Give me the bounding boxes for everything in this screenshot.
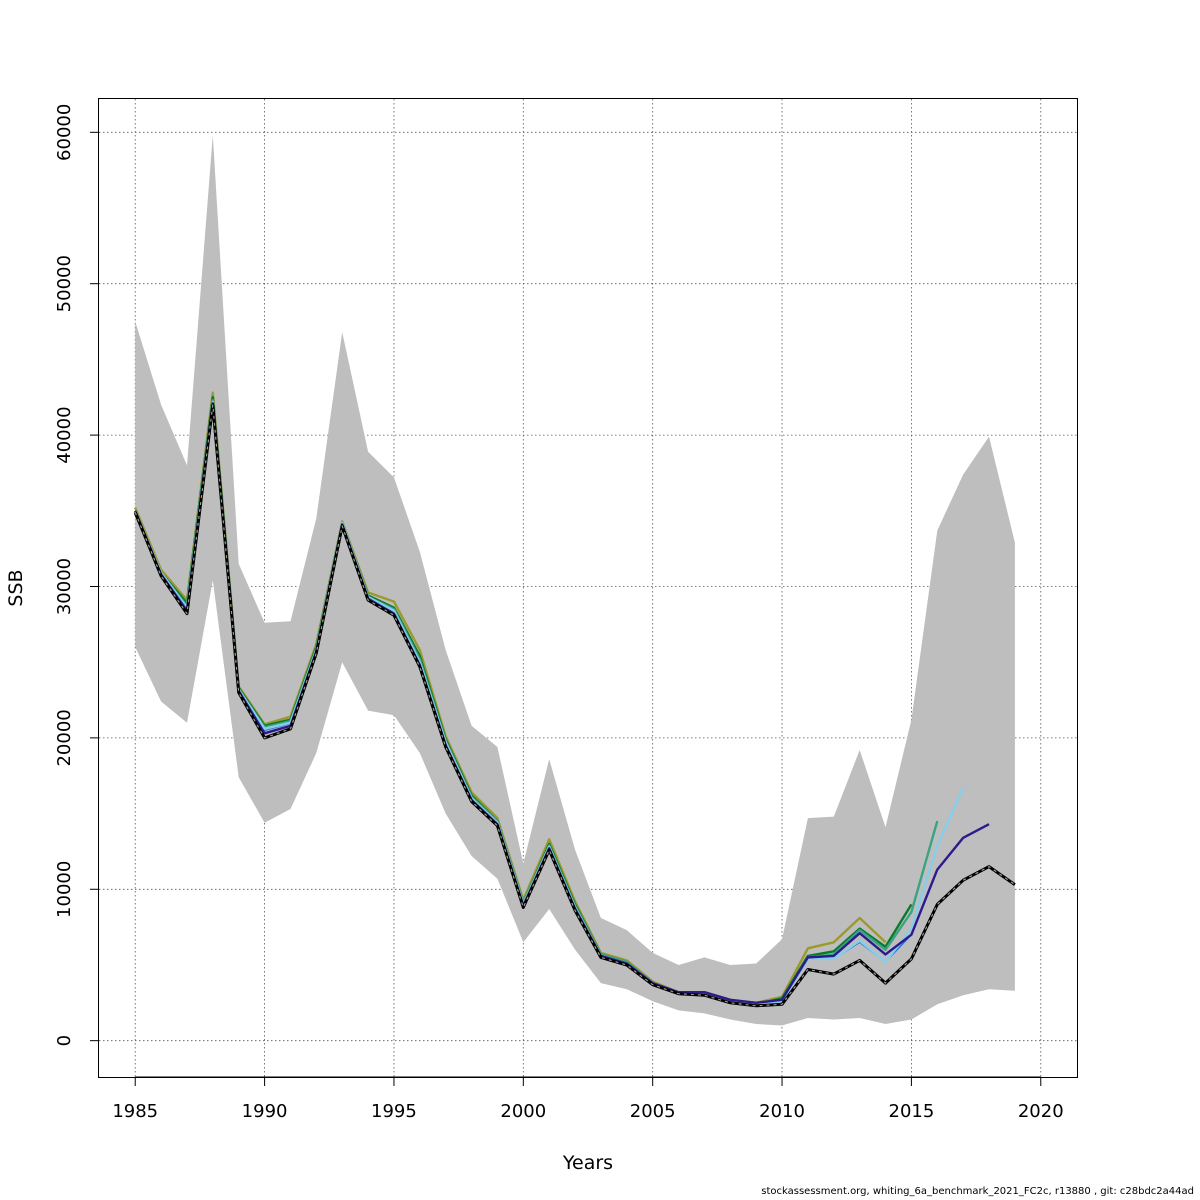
x-tick-label-2020: 2020 [1018,1101,1064,1122]
x-tick-label-2000: 2000 [500,1101,546,1122]
y-tick-label-50000: 50000 [54,255,75,312]
y-tick-label-10000: 10000 [54,861,75,918]
x-tick-label-1985: 1985 [112,1101,158,1122]
x-tick-label-2010: 2010 [759,1101,805,1122]
y-tick-label-20000: 20000 [54,709,75,766]
y-axis: 0 10000 20000 30000 40000 50000 60000 [54,104,99,1046]
source-footer: stockassessment.org, whiting_6a_benchmar… [761,1186,1194,1197]
x-tick-label-2005: 2005 [630,1101,676,1122]
series-line-1 [134,404,1016,1007]
series-line-3 [134,400,965,1006]
confidence-band-area [135,135,1015,1026]
x-tick-label-1995: 1995 [371,1101,417,1122]
series-lines [133,391,1016,1008]
y-tick-label-60000: 60000 [54,104,75,161]
x-tick-label-2015: 2015 [889,1101,935,1122]
x-axis-title: Years [562,1152,613,1174]
y-tick-label-30000: 30000 [54,558,75,615]
confidence-band [135,135,1015,1026]
y-axis-title: SSB [5,569,27,606]
y-tick-label-0: 0 [54,1035,75,1046]
series-line-7 [134,391,887,1004]
x-tick-label-1990: 1990 [242,1101,288,1122]
y-tick-label-40000: 40000 [54,406,75,463]
x-axis: 1985 1990 1995 2000 2005 2010 2015 2020 [112,1076,1064,1122]
